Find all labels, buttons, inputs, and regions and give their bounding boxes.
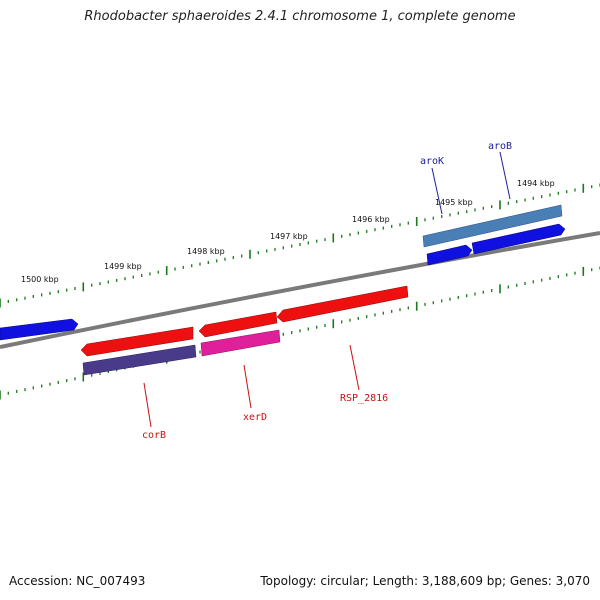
gene-corB[interactable] [80,326,194,357]
gene-forward-left[interactable] [0,318,79,341]
scale-ticks-upper [0,183,600,308]
leader-RSP_2816 [349,344,360,391]
scale-labels: 1494 kbp 1495 kbp 1496 kbp 1497 kbp 1498… [21,179,555,284]
leader-xerD [243,364,252,409]
forward-strand-genes [0,204,566,341]
scale-label-1498: 1498 kbp [187,247,225,256]
scale-label-1500: 1500 kbp [21,275,59,284]
leader-corB [143,382,152,428]
gene-labels: aroK aroB corB xerD RSP_2816 [142,141,512,441]
scale-label-1495: 1495 kbp [435,198,473,207]
gene-aroK[interactable] [426,244,473,266]
label-aroK: aroK [420,156,444,167]
gene-RSP_2816[interactable] [276,285,409,323]
label-corB: corB [142,430,166,441]
scale-label-1496: 1496 kbp [352,215,390,224]
gene-xerD[interactable] [198,311,278,338]
gene-purple[interactable] [82,344,197,376]
scale-label-1499: 1499 kbp [104,262,142,271]
genome-summary-text: Topology: circular; Length: 3,188,609 bp… [260,574,590,588]
label-xerD: xerD [243,412,267,423]
label-RSP_2816: RSP_2816 [340,393,388,404]
leader-aroB [499,151,511,200]
chromosome-backbone [0,231,600,349]
gene-magenta[interactable] [200,329,281,357]
leader-aroK [431,167,443,215]
reverse-strand-genes [80,285,409,376]
accession-text: Accession: NC_007493 [9,574,146,588]
label-aroB: aroB [488,141,512,152]
gene-aroB[interactable] [471,223,566,255]
scale-label-1494: 1494 kbp [517,179,555,188]
gene-steelblue[interactable] [422,204,563,248]
page-title: Rhodobacter sphaeroides 2.4.1 chromosome… [84,9,516,24]
label-leaders [143,151,511,428]
scale-label-1497: 1497 kbp [270,232,308,241]
